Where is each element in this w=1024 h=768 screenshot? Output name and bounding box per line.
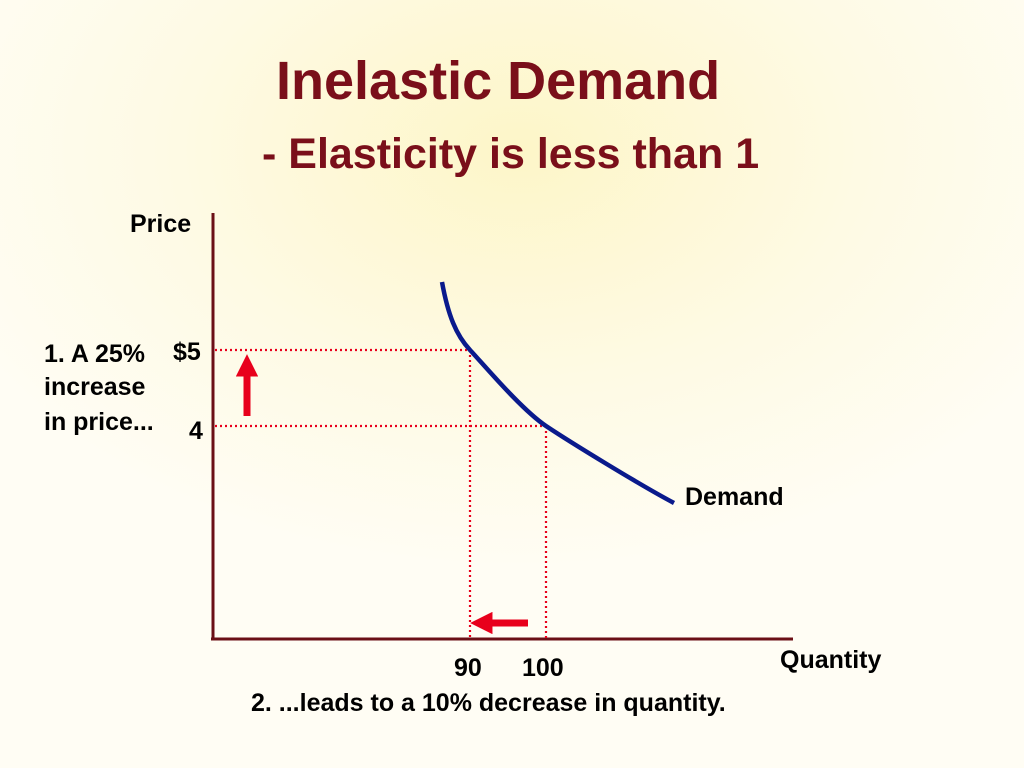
y-tick-label-4: 4 (189, 417, 203, 445)
price-annotation-line-1: 1. A 25% (44, 340, 145, 368)
slide-title: Inelastic Demand (276, 51, 721, 111)
price-annotation-line-2: increase (44, 373, 146, 401)
quantity-annotation: 2. ...leads to a 10% decrease in quantit… (251, 689, 726, 717)
price-annotation-line-3: in price... (44, 408, 154, 436)
demand-curve (439, 281, 676, 505)
x-tick-label-100: 100 (522, 654, 564, 682)
x-axis-label: Quantity (780, 646, 881, 674)
demand-label: Demand (685, 483, 784, 511)
y-axis-label: Price (130, 210, 191, 238)
y-tick-label-5: $5 (173, 338, 201, 366)
x-tick-label-90: 90 (454, 654, 482, 682)
slide-subtitle: - Elasticity is less than 1 (262, 130, 760, 178)
